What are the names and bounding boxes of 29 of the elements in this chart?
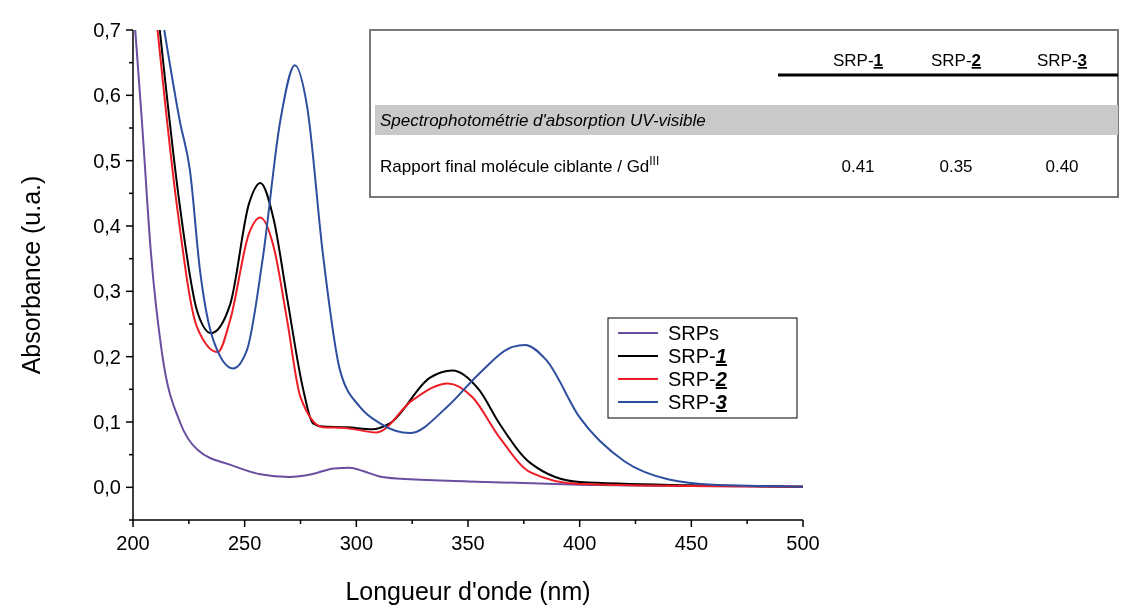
y-tick-label: 0,2 bbox=[93, 345, 121, 368]
text: 0.40 bbox=[1045, 157, 1079, 176]
x-tick-label: 500 bbox=[786, 532, 820, 554]
y-tick-label: 0,6 bbox=[93, 84, 121, 107]
y-tick-label: 0,7 bbox=[93, 19, 121, 41]
text: SRP-1 bbox=[832, 51, 884, 70]
text: SRP-2 bbox=[930, 51, 982, 70]
y-tick-label: 0,1 bbox=[93, 411, 121, 433]
legend-label: SRP-3 bbox=[668, 391, 727, 413]
text: SRP-3 bbox=[1036, 51, 1088, 70]
text: 0.41 bbox=[841, 157, 875, 176]
x-tick-label: 300 bbox=[339, 532, 374, 554]
y-tick-label: 0,5 bbox=[93, 149, 121, 172]
x-axis-title: Longueur d'onde (nm) bbox=[345, 577, 591, 605]
annotation: Rapport final molécule ciblante / Gd$^{III}$ bbox=[380, 154, 660, 176]
y-tick-label: 0,3 bbox=[93, 280, 121, 303]
y-tick-label: 0,4 bbox=[93, 215, 121, 237]
y-tick-label: 0,0 bbox=[93, 476, 121, 499]
x-tick-label: 450 bbox=[674, 532, 709, 554]
legend-label: SRP-2 bbox=[668, 368, 727, 390]
x-tick-label: 200 bbox=[116, 532, 150, 554]
x-tick-label: 350 bbox=[451, 532, 485, 554]
y-axis-title: Absorbance (u.a.) bbox=[17, 175, 45, 375]
x-tick-label: 250 bbox=[227, 532, 262, 554]
x-tick-label: 400 bbox=[562, 532, 597, 554]
text: 0.35 bbox=[939, 157, 973, 176]
legend-label: SRPs bbox=[668, 322, 720, 344]
annotation: Spectrophotométrie d'absorption UV-visible bbox=[380, 111, 706, 130]
legend-label: SRP-1 bbox=[668, 345, 727, 367]
